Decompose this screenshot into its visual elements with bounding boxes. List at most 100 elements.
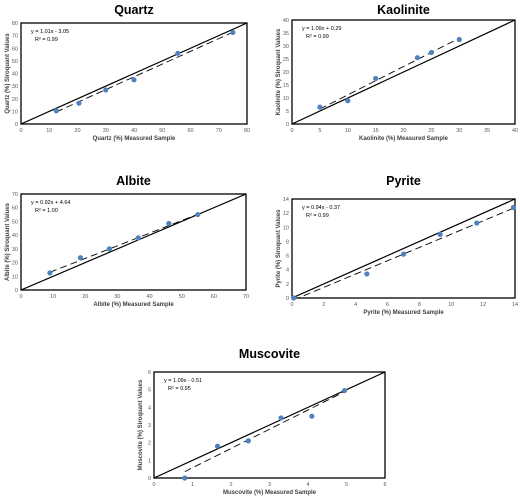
x-tick-label: 10: [448, 302, 454, 308]
x-tick-label: 10: [345, 128, 351, 134]
y-tick-label: 3: [148, 423, 151, 429]
data-point: [131, 77, 137, 83]
y-tick-label: 35: [283, 31, 289, 37]
x-tick-label: 35: [484, 128, 490, 134]
data-point: [309, 413, 315, 419]
r-squared-label: R² = 1.00: [35, 208, 58, 214]
data-point: [341, 387, 348, 394]
data-point: [317, 104, 323, 110]
trendline: [184, 391, 345, 473]
x-tick-label: 3: [268, 482, 271, 488]
x-tick-label: 10: [46, 128, 52, 134]
chart-quartz: Quartz 0 10 20 30 40 50 60 70 80 0 10 20 30 40 50 60 70 80…: [5, 3, 250, 142]
trendline: [56, 31, 234, 113]
x-tick-label: 50: [179, 294, 185, 300]
plot-frame: [153, 371, 386, 479]
data-point: [47, 270, 53, 276]
data-point: [474, 220, 480, 226]
x-tick-label: 8: [418, 302, 421, 308]
y-tick-label: 5: [148, 388, 151, 394]
x-tick-label: 40: [131, 128, 137, 134]
y-tick-label: 6: [148, 370, 151, 376]
x-tick-label: 12: [480, 302, 486, 308]
y-tick-label: 8: [286, 239, 289, 245]
y-axis-label: Quartz (%) Siroquant Values: [5, 33, 11, 114]
y-tick-label: 50: [12, 59, 18, 65]
y-tick-label: 30: [12, 247, 18, 253]
r-squared-label: R² = 0.95: [168, 386, 191, 392]
x-tick-label: 30: [103, 128, 109, 134]
x-tick-label: 2: [322, 302, 325, 308]
y-tick-label: 20: [12, 261, 18, 267]
x-tick-label: 40: [147, 294, 153, 300]
one-to-one-line: [21, 194, 246, 290]
data-point: [373, 75, 379, 82]
x-tick-label: 2: [229, 482, 232, 488]
x-axis-label: Muscovite (%) Measured Sample: [223, 490, 317, 496]
data-point: [400, 251, 407, 257]
x-tick-label: 1: [191, 482, 194, 488]
data-point: [414, 55, 421, 61]
x-axis-label: Quartz (%) Measured Sample: [93, 136, 176, 142]
y-tick-label: 40: [12, 233, 18, 239]
trendline: [49, 213, 198, 273]
data-point: [77, 255, 84, 261]
x-tick-label: 30: [456, 128, 462, 134]
y-tick-label: 2: [148, 441, 151, 447]
data-point: [345, 98, 351, 104]
chart-kaolinite: Kaolinite 0 5 10 15 20 25 30 35 40 0 5 10 15 20 25 30 35 4…: [276, 3, 518, 142]
trendline-equation: y = 1.09x - 0.51: [164, 378, 202, 384]
x-tick-label: 10: [50, 294, 56, 300]
trendline-equation: y = 0.94x - 0.37: [302, 205, 340, 211]
y-tick-label: 70: [12, 192, 18, 198]
trendline-equation: y = 0.92x + 4.64: [31, 200, 70, 206]
x-tick-label: 80: [244, 128, 250, 134]
y-tick-label: 4: [286, 268, 289, 274]
x-axis-label: Kaolinite (%) Measured Sample: [359, 136, 449, 142]
x-tick-label: 20: [74, 128, 80, 134]
y-axis-label: Muscovite (%) Siroquant Values: [138, 379, 144, 470]
y-axis-label: Kaolinite (%) Siroquant Values: [276, 28, 282, 115]
data-point: [437, 231, 443, 237]
x-tick-label: 0: [19, 294, 22, 300]
r-squared-label: R² = 0.99: [306, 34, 329, 40]
y-tick-label: 40: [12, 72, 18, 78]
y-tick-label: 0: [148, 476, 151, 482]
data-point: [456, 36, 462, 43]
one-to-one-line: [21, 23, 247, 124]
data-point: [195, 211, 201, 218]
x-tick-label: 40: [512, 128, 518, 134]
r-squared-label: R² = 0.99: [35, 37, 58, 43]
x-tick-label: 15: [373, 128, 379, 134]
x-tick-label: 5: [345, 482, 348, 488]
y-tick-label: 80: [12, 21, 18, 27]
y-tick-label: 30: [283, 44, 289, 50]
trendline: [319, 37, 460, 110]
plot-frame: [291, 198, 516, 299]
y-tick-label: 70: [12, 34, 18, 40]
x-tick-label: 4: [306, 482, 309, 488]
y-tick-label: 40: [283, 18, 289, 24]
y-tick-label: 20: [283, 70, 289, 76]
data-point: [214, 443, 221, 449]
y-tick-label: 2: [286, 282, 289, 288]
y-tick-label: 0: [15, 288, 18, 294]
chart-title: Albite: [116, 174, 151, 188]
data-point: [175, 50, 181, 56]
y-tick-label: 15: [283, 83, 289, 89]
data-point: [428, 49, 434, 56]
y-tick-label: 20: [12, 97, 18, 103]
chart-title: Quartz: [114, 3, 154, 17]
x-tick-label: 60: [211, 294, 217, 300]
y-tick-label: 14: [283, 197, 289, 203]
y-tick-label: 10: [283, 225, 289, 231]
y-tick-label: 60: [12, 46, 18, 52]
x-tick-label: 20: [400, 128, 406, 134]
data-point: [245, 438, 251, 444]
chart-title: Pyrite: [386, 174, 421, 188]
y-tick-label: 5: [286, 109, 289, 115]
y-tick-label: 10: [12, 274, 18, 280]
y-axis-label: Pyrite (%) Siroquant Values: [276, 209, 282, 288]
y-tick-label: 0: [286, 296, 289, 302]
